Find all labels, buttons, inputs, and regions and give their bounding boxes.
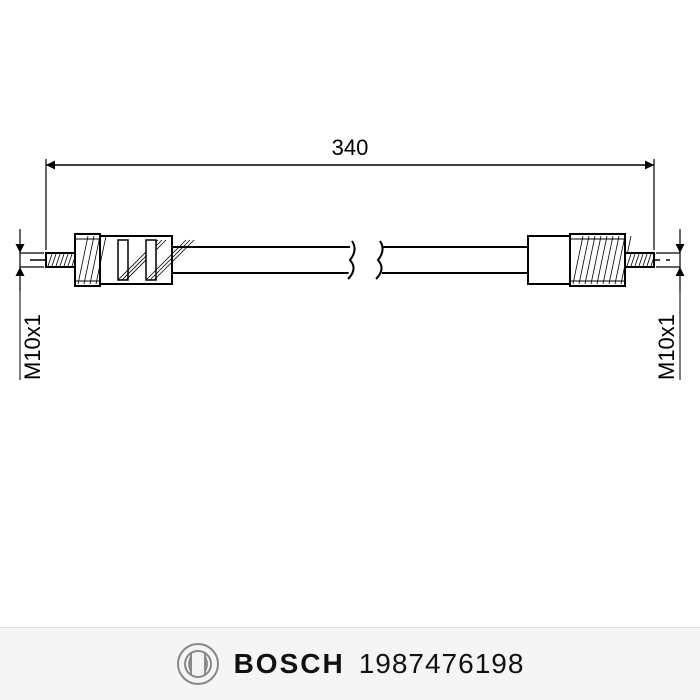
product-footer: BOSCH 1987476198 [0,627,700,700]
logo-wrap: BOSCH 1987476198 [176,642,525,686]
svg-text:M10x1: M10x1 [20,314,45,380]
technical-drawing: 340 M10x1 M10x1 [0,0,700,520]
part-number: 1987476198 [359,648,525,680]
svg-text:M10x1: M10x1 [654,314,679,380]
brand-text: BOSCH [234,648,345,680]
bosch-logo-icon [176,642,220,686]
svg-text:340: 340 [332,135,369,160]
figure-canvas: 340 M10x1 M10x1 BOSCH 1987476198 [0,0,700,700]
drawing-svg: 340 M10x1 M10x1 [0,0,700,520]
